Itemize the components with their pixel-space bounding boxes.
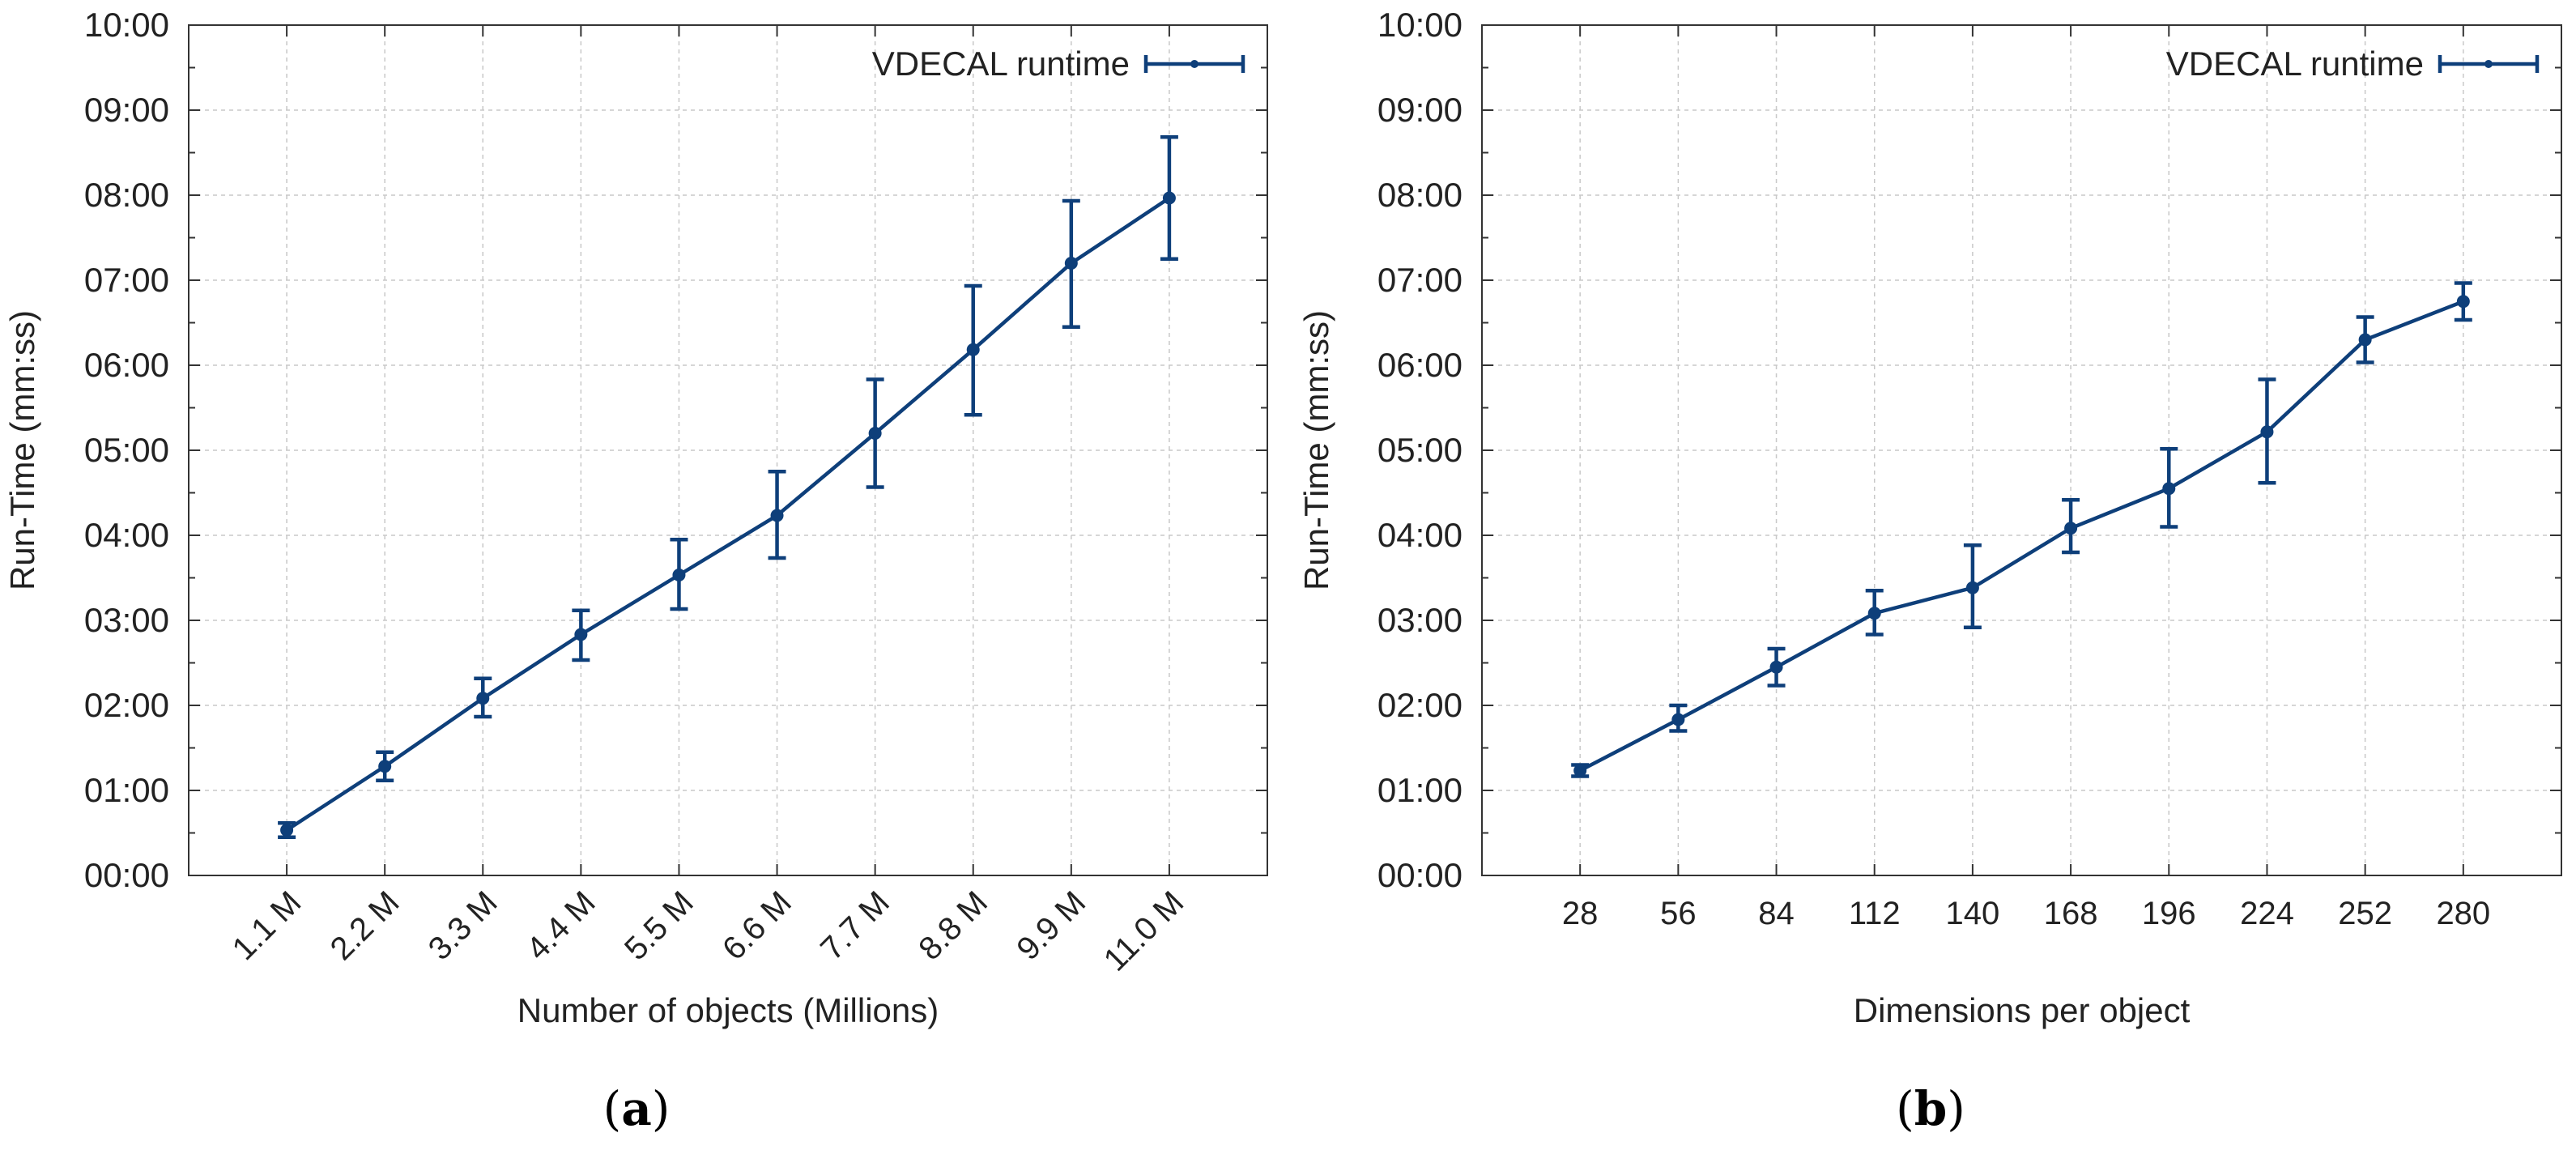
data-point: [2358, 333, 2372, 347]
y-tick-label: 05:00: [1377, 431, 1463, 469]
legend-marker: [1190, 60, 1199, 68]
x-tick-label: 3.3 M: [422, 884, 505, 967]
x-tick-label: 280: [2436, 896, 2490, 931]
x-tick-label: 8.8 M: [912, 884, 994, 967]
x-tick-label: 56: [1660, 896, 1697, 931]
data-point: [1671, 713, 1685, 726]
chart-panel-b: 00:00 01:00 02:00 03:00 04:00 05:00 06:00 07:00…: [1297, 6, 2562, 1029]
x-axis-label: Dimensions per object: [1854, 991, 2191, 1029]
x-tick-label: 6.6 M: [716, 884, 798, 967]
y-tick-label: 07:00: [84, 261, 169, 299]
y-axis-label: Run-Time (mm:ss): [3, 310, 41, 590]
data-point: [2260, 425, 2274, 439]
y-tick-label: 08:00: [84, 176, 169, 214]
data-point: [1867, 607, 1881, 620]
x-tick-label: 196: [2142, 896, 2196, 931]
chart-panel-a: 00:00 01:00 02:00 03:00 04:00 05:00 06:00 07:00…: [3, 6, 1268, 1029]
legend-label: VDECAL runtime: [2166, 45, 2424, 83]
data-point: [2456, 295, 2470, 309]
x-tick-label: 7.7 M: [814, 884, 896, 967]
x-tick-label: 2.2 M: [324, 884, 407, 967]
x-axis-label: Number of objects (Millions): [517, 991, 939, 1029]
data-point: [2064, 522, 2078, 535]
data-point: [476, 692, 490, 705]
y-tick-label: 01:00: [1377, 771, 1463, 809]
data-point: [1769, 660, 1783, 674]
y-tick-label: 05:00: [84, 431, 169, 469]
x-tick-label: 9.9 M: [1010, 884, 1092, 967]
x-tick-label: 252: [2338, 896, 2392, 931]
panel-label-b: (b): [1896, 1081, 1965, 1136]
y-axis-label: Run-Time (mm:ss): [1297, 310, 1335, 590]
data-point: [1162, 191, 1176, 205]
y-tick-label: 07:00: [1377, 261, 1463, 299]
data-point: [1573, 764, 1587, 777]
y-tick-label: 10:00: [84, 6, 169, 44]
y-tick-label: 04:00: [1377, 516, 1463, 554]
x-tick-label: 11.0 M: [1097, 884, 1190, 977]
data-point: [378, 760, 392, 773]
y-tick-label: 02:00: [1377, 686, 1463, 724]
data-point: [770, 509, 784, 522]
y-tick-label: 08:00: [1377, 176, 1463, 214]
x-tick-label: 112: [1849, 896, 1901, 931]
y-tick-label: 10:00: [1377, 6, 1463, 44]
y-tick-label: 01:00: [84, 771, 169, 809]
data-point: [966, 343, 980, 356]
x-tick-label: 1.1 M: [226, 884, 309, 967]
data-point: [280, 824, 294, 837]
x-tick-label: 168: [2044, 896, 2098, 931]
data-point: [868, 427, 882, 440]
x-tick-label: 84: [1758, 896, 1795, 931]
y-tick-label: 00:00: [84, 856, 169, 894]
series-line: [1579, 300, 2464, 773]
data-point: [1965, 581, 1979, 594]
y-tick-label: 09:00: [1377, 91, 1463, 129]
y-tick-label: 06:00: [1377, 346, 1463, 384]
y-tick-label: 02:00: [84, 686, 169, 724]
series-line: [285, 196, 1171, 832]
x-tick-label: 4.4 M: [520, 884, 602, 967]
y-tick-label: 00:00: [1377, 856, 1463, 894]
data-point: [574, 628, 588, 641]
data-point: [1064, 257, 1078, 270]
x-tick-label: 140: [1946, 896, 2000, 931]
panel-label-a: (a): [602, 1081, 671, 1136]
x-tick-label: 28: [1562, 896, 1599, 931]
data-point: [672, 569, 686, 581]
y-tick-label: 03:00: [1377, 601, 1463, 639]
y-tick-label: 09:00: [84, 91, 169, 129]
x-tick-label: 5.5 M: [618, 884, 700, 967]
y-tick-label: 06:00: [84, 346, 169, 384]
data-point: [2162, 482, 2176, 496]
y-tick-label: 03:00: [84, 601, 169, 639]
legend-label: VDECAL runtime: [872, 45, 1130, 83]
y-tick-label: 04:00: [84, 516, 169, 554]
legend-marker: [2484, 60, 2493, 68]
x-tick-label: 224: [2240, 896, 2294, 931]
